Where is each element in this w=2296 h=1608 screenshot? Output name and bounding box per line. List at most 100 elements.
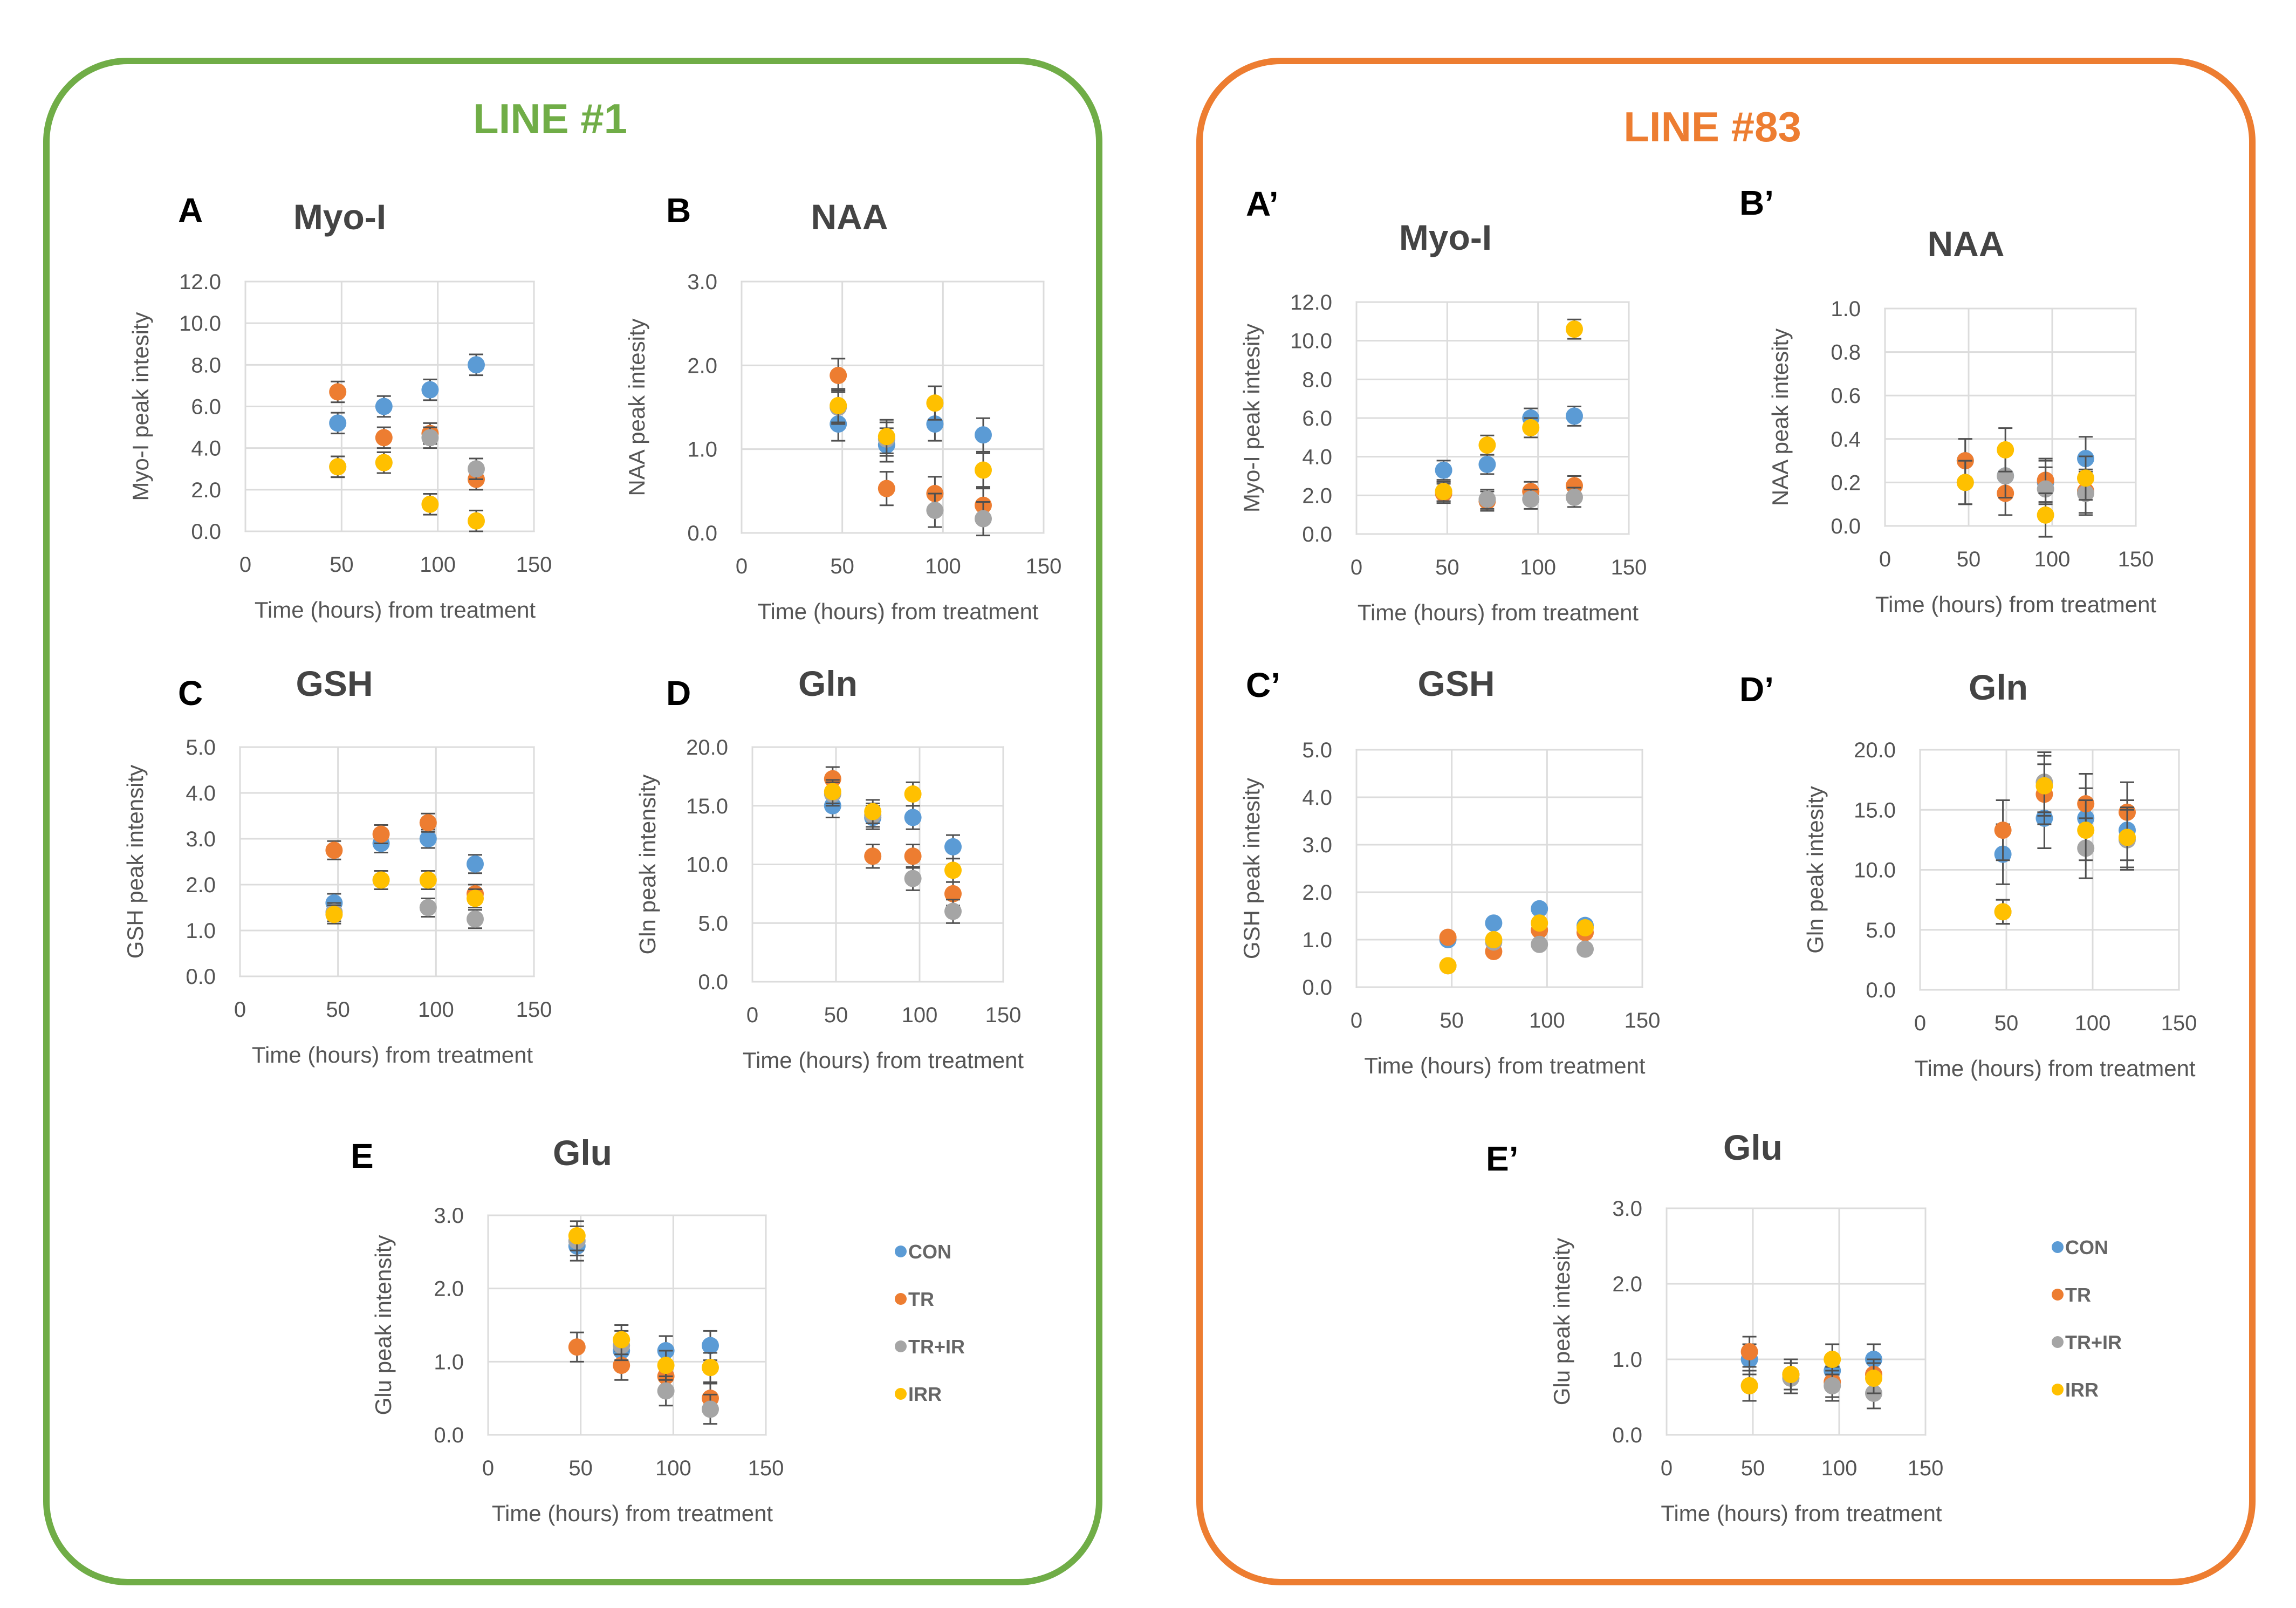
chart-c-plot-area — [239, 746, 535, 977]
legend-marker-irr — [2052, 1384, 2064, 1395]
chart-c-panel-letter: C — [178, 674, 203, 713]
chart-d-xtick: 0 — [746, 1003, 758, 1027]
chart-a2-title: Myo-I — [1399, 217, 1492, 257]
charts-layer: 0.0 2.0 4.0 6.0 8.0 10.0 12.0 0 50 100 150 A Myo-I Ti… — [122, 183, 2197, 1526]
chart-a2-xtick: 100 — [1520, 556, 1556, 579]
data-point-con — [419, 830, 437, 847]
data-point-irr — [830, 396, 847, 414]
data-point-irr — [419, 871, 437, 889]
data-point-tr-plus-ir — [702, 1400, 719, 1418]
chart-a2-xtick: 0 — [1351, 556, 1362, 579]
chart-e2-ytick: 3.0 — [1612, 1197, 1642, 1221]
data-point-tr — [1740, 1343, 1758, 1360]
data-point-irr — [1782, 1366, 1800, 1383]
chart-e2-ytick: 2.0 — [1612, 1272, 1642, 1296]
chart-d2-ytick: 20.0 — [1854, 738, 1896, 762]
legend-label-irr: IRR — [2065, 1379, 2099, 1401]
chart-d-ytick: 20.0 — [686, 736, 728, 759]
chart-e2-xtick: 50 — [1741, 1456, 1765, 1480]
data-point-tr — [329, 383, 347, 401]
line83-frame — [1196, 58, 2256, 1585]
chart-b-series-irr — [830, 385, 992, 488]
legend-label-tr-plus-ir: TR+IR — [2065, 1331, 2122, 1353]
chart-d-xtick: 150 — [985, 1003, 1022, 1027]
chart-c2-ytick: 3.0 — [1302, 833, 1332, 857]
chart-d2-ytick: 15.0 — [1854, 798, 1896, 822]
chart-c-ytick: 3.0 — [186, 827, 216, 851]
chart-b2-xlabel: Time (hours) from treatment — [1875, 592, 2157, 617]
chart-a2-ytick: 0.0 — [1302, 523, 1332, 546]
chart-b-ytick: 1.0 — [687, 438, 717, 462]
chart-a: 0.0 2.0 4.0 6.0 8.0 10.0 12.0 0 50 100 150 A Myo-I Ti… — [128, 191, 552, 622]
legend-marker-con — [2052, 1241, 2064, 1253]
chart-c2-ytick: 4.0 — [1302, 786, 1332, 810]
legend-marker-tr — [2052, 1289, 2064, 1301]
data-point-irr — [372, 871, 390, 889]
legend-label-tr: TR — [2065, 1284, 2091, 1306]
chart-d2-ytick: 0.0 — [1866, 979, 1896, 1002]
chart-d2-panel-letter: D’ — [1739, 670, 1774, 709]
data-point-irr — [904, 785, 922, 803]
chart-e2-ytick: 1.0 — [1612, 1348, 1642, 1372]
chart-b2-xtick: 0 — [1879, 548, 1891, 571]
chart-a-panel-letter: A — [178, 191, 203, 230]
chart-b2-series-irr — [1956, 427, 2094, 538]
chart-a2-ylabel: Myo-I peak intesity — [1239, 324, 1264, 512]
chart-c2-ytick: 5.0 — [1302, 738, 1332, 762]
chart-c2-ylabel: GSH peak intesity — [1239, 778, 1264, 959]
data-point-con — [468, 356, 485, 374]
chart-c2-xtick: 150 — [1625, 1009, 1661, 1032]
chart-b2: 0.0 0.2 0.4 0.6 0.8 1.0 0 50 100 150 B’ NAA Time (ho… — [1739, 183, 2156, 617]
legend-label-tr-plus-ir: TR+IR — [908, 1336, 965, 1358]
chart-c2-title: GSH — [1417, 663, 1495, 703]
chart-b2-ytick: 0.6 — [1831, 384, 1861, 408]
data-point-tr — [568, 1338, 586, 1356]
line1-title: LINE #1 — [473, 95, 627, 142]
chart-a2: 0.0 2.0 4.0 6.0 8.0 10.0 12.0 0 50 100 150 A’ Myo-I T… — [1239, 184, 1647, 625]
chart-e-xtick: 150 — [748, 1456, 784, 1480]
chart-a2-ytick: 4.0 — [1302, 446, 1332, 469]
chart-a-xtick: 50 — [330, 553, 354, 577]
chart-b-xtick: 0 — [736, 555, 748, 578]
legend-marker-tr-plus-ir — [2052, 1336, 2064, 1348]
chart-e2-xtick: 150 — [1908, 1456, 1944, 1480]
data-point-irr — [2077, 469, 2094, 487]
chart-d-title: Gln — [798, 663, 858, 703]
data-point-tr-plus-ir — [975, 510, 992, 528]
chart-d2-xtick: 0 — [1914, 1011, 1926, 1035]
chart-c-xtick: 150 — [516, 998, 552, 1022]
chart-d-series-irr — [824, 779, 962, 883]
legend-marker-tr-plus-ir — [895, 1340, 907, 1352]
chart-e2-series-irr — [1740, 1343, 1882, 1402]
data-point-irr — [1435, 483, 1452, 501]
data-point-tr — [375, 429, 393, 447]
chart-e-ytick: 1.0 — [434, 1350, 464, 1374]
data-point-irr — [1522, 419, 1540, 436]
chart-a2-ytick: 2.0 — [1302, 484, 1332, 508]
chart-e2-ytick: 0.0 — [1612, 1424, 1642, 1447]
chart-d-xtick: 50 — [824, 1003, 848, 1027]
chart-e2-xlabel: Time (hours) from treatment — [1661, 1501, 1942, 1526]
chart-c-ytick: 5.0 — [186, 736, 216, 759]
data-point-irr — [975, 461, 992, 479]
data-point-irr — [944, 861, 962, 879]
chart-e-title: Glu — [553, 1133, 612, 1173]
chart-b2-ytick: 1.0 — [1831, 297, 1861, 321]
chart-d: 0.0 5.0 10.0 15.0 20.0 0 50 100 150 D Gln Time (hou… — [635, 663, 1024, 1073]
data-point-tr — [878, 480, 895, 497]
chart-a-ytick: 8.0 — [191, 353, 221, 377]
chart-c-ytick: 4.0 — [186, 782, 216, 805]
data-point-tr — [325, 841, 343, 859]
chart-a2-ytick: 6.0 — [1302, 407, 1332, 430]
chart-d2-ylabel: Gln peak intesity — [1802, 786, 1828, 954]
chart-d-ytick: 10.0 — [686, 853, 728, 877]
data-point-irr — [329, 458, 347, 476]
chart-e-xtick: 100 — [655, 1456, 691, 1480]
chart-b-ylabel: NAA peak intesity — [624, 318, 649, 496]
data-point-tr — [419, 814, 437, 832]
data-point-irr — [325, 906, 343, 923]
data-point-irr — [1994, 903, 2012, 921]
data-point-irr — [1478, 436, 1496, 454]
data-point-irr — [1824, 1351, 1841, 1368]
legend-label-irr: IRR — [908, 1383, 942, 1405]
